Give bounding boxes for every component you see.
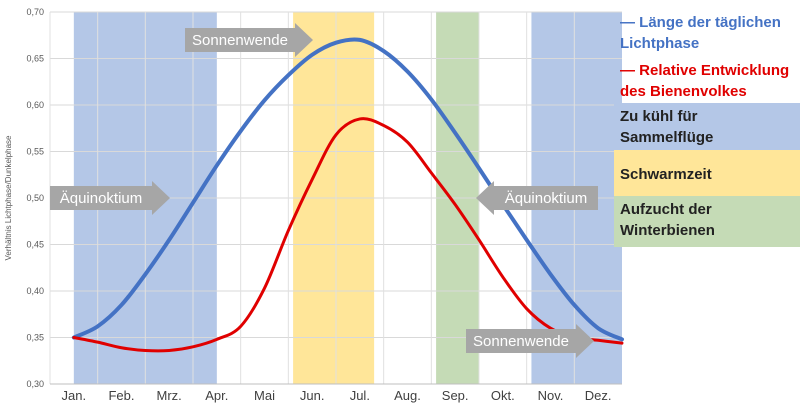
legend-daylight: — Länge der täglichen Lichtphase bbox=[620, 14, 781, 52]
x-tick-label: Okt. bbox=[491, 388, 515, 403]
y-tick-label: 0,50 bbox=[26, 193, 44, 203]
x-tick-label: Nov. bbox=[538, 388, 564, 403]
legend-cool: Zu kühl für Sammelflüge bbox=[614, 103, 800, 150]
series-lines bbox=[71, 37, 624, 353]
x-tick-label: Feb. bbox=[108, 388, 134, 403]
annotations: Sonnenwende Äquinoktium Äquinoktium Sonnenw… bbox=[50, 23, 598, 358]
y-tick-label: 0,65 bbox=[26, 54, 44, 64]
series-colony-line bbox=[72, 117, 624, 353]
equinox-left-arrow bbox=[50, 181, 170, 215]
equinox-right-arrow bbox=[476, 181, 598, 215]
x-tick-label: Apr. bbox=[205, 388, 228, 403]
x-tick-label: Mai bbox=[254, 388, 275, 403]
x-tick-label: Dez. bbox=[585, 388, 612, 403]
y-tick-label: 0,55 bbox=[26, 147, 44, 157]
legend-colony: — Relative Entwicklung des Bienenvolkes bbox=[620, 62, 790, 100]
solstice-top-arrow bbox=[185, 23, 313, 57]
solstice-bottom-label: Sonnenwende bbox=[473, 333, 569, 350]
axes: 0,30 0,35 0,40 0,45 0,50 0,55 0,60 0,65 0,70 Jan.… bbox=[4, 7, 622, 403]
y-tick-label: 0,40 bbox=[26, 286, 44, 296]
y-axis-label: Verhältnis Lichtphase/Dunkelphase bbox=[4, 135, 13, 261]
y-tick-label: 0,30 bbox=[26, 379, 44, 389]
legend-winter: Aufzucht der Winterbienen bbox=[614, 196, 800, 247]
x-tick-label: Jul. bbox=[350, 388, 370, 403]
x-tick-label: Mrz. bbox=[157, 388, 182, 403]
x-tick-label: Jan. bbox=[62, 388, 87, 403]
series-daylight-line bbox=[71, 37, 624, 342]
y-tick-label: 0,35 bbox=[26, 333, 44, 343]
solstice-bottom-arrow bbox=[466, 324, 594, 358]
x-tick-label: Sep. bbox=[442, 388, 469, 403]
equinox-left-label: Äquinoktium bbox=[60, 190, 143, 207]
y-tick-label: 0,45 bbox=[26, 240, 44, 250]
solstice-top-label: Sonnenwende bbox=[192, 32, 288, 49]
equinox-right-label: Äquinoktium bbox=[505, 190, 588, 207]
x-tick-label: Aug. bbox=[394, 388, 421, 403]
legend-swarm: Schwarmzeit bbox=[614, 150, 800, 196]
y-tick-label: 0,60 bbox=[26, 100, 44, 110]
x-tick-label: Jun. bbox=[300, 388, 325, 403]
y-tick-label: 0,70 bbox=[26, 7, 44, 17]
